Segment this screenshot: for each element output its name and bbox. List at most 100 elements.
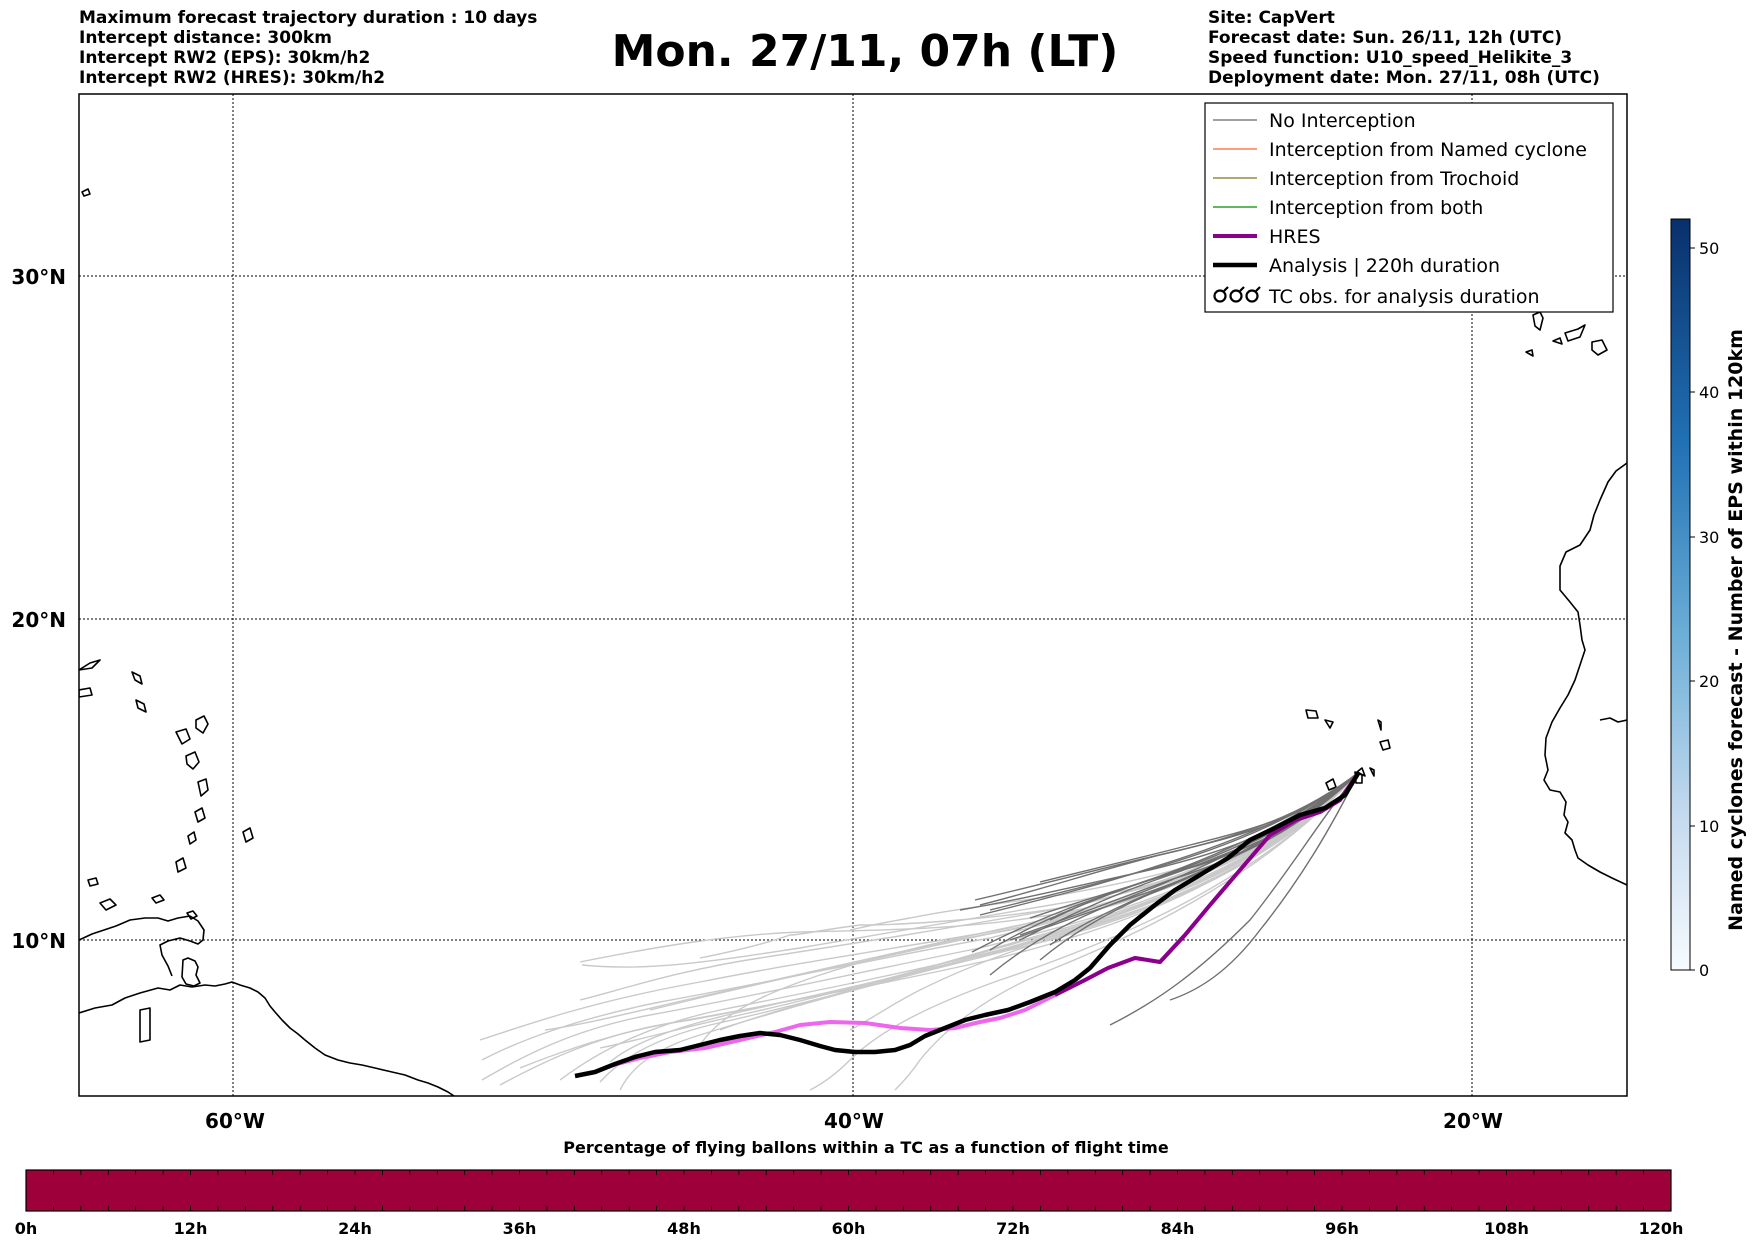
island-caribbean-2 (185, 751, 200, 770)
island-barbados (186, 910, 198, 920)
island-caribbean-3 (197, 778, 209, 797)
bar-tick-36h: 36h (503, 1219, 537, 1238)
legend-label-hres: HRES (1269, 226, 1321, 248)
island-tobago (151, 894, 165, 904)
flight-time-bar: Percentage of flying ballons within a TC… (15, 1138, 1684, 1238)
speed-function: Speed function: U10_speed_Helikite_3 (1208, 48, 1573, 68)
island-caribbean-6 (187, 831, 197, 845)
island-cape-verde-3 (1377, 719, 1382, 731)
coast-trinidad (181, 957, 201, 987)
site-info: Site: CapVert Forecast date: Sun. 26/11,… (1208, 8, 1600, 88)
colorbar-label: Named cyclones forecast - Number of EPS … (1725, 329, 1747, 931)
param-intercept-distance: Intercept distance: 300km (79, 28, 332, 48)
lon-label-40w: 40°W (824, 1109, 884, 1133)
flight-time-bar-ticks (53, 1170, 1644, 1211)
island-canaries-5 (1591, 339, 1608, 356)
bar-tick-84h: 84h (1161, 1219, 1195, 1238)
traj-light-22 (719, 771, 1360, 1031)
island-grenada (99, 898, 117, 911)
lat-label-10n: 10°N (11, 929, 66, 953)
traj-dark-15 (1169, 771, 1360, 1001)
param-rw2-eps: Intercept RW2 (EPS): 30km/h2 (79, 48, 371, 68)
analysis-trajectory (574, 770, 1361, 1079)
lon-label-60w: 60°W (205, 1109, 265, 1133)
colorbar-tick-30: 30 (1699, 528, 1719, 547)
param-rw2-hres: Intercept RW2 (HRES): 30km/h2 (79, 68, 386, 88)
bar-tick-60h: 60h (832, 1219, 866, 1238)
traj-light-18 (894, 771, 1360, 1091)
traj-light-20 (649, 771, 1360, 1011)
island-cape-verde-1 (1305, 709, 1319, 719)
colorbar-tick-20: 20 (1699, 672, 1719, 691)
island-canaries-3 (1525, 349, 1534, 357)
island-caribbean-1 (195, 715, 209, 734)
island-caribbean-8 (242, 827, 254, 843)
param-max-duration: Maximum forecast trajectory duration : 1… (79, 8, 538, 28)
legend-label-tc-obs: TC obs. for analysis duration (1268, 286, 1540, 308)
legend-box (1204, 102, 1614, 313)
forecast-date: Forecast date: Sun. 26/11, 12h (UTC) (1208, 28, 1563, 48)
forecast-parameters: Maximum forecast trajectory duration : 1… (79, 8, 537, 88)
colorbar-ticks (1690, 247, 1695, 971)
legend-label-no-interception: No Interception (1269, 110, 1416, 132)
bar-tick-12h: 12h (174, 1219, 208, 1238)
island-caribbean-7 (175, 857, 187, 873)
colorbar-gradient (1670, 218, 1691, 971)
traj-light-16 (849, 771, 1360, 1031)
legend-label-both: Interception from both (1269, 197, 1483, 219)
colorbar-tick-10: 10 (1699, 817, 1719, 836)
legend-label-analysis: Analysis | 220h duration (1269, 255, 1500, 277)
island-cape-verde-6 (1325, 778, 1337, 791)
bar-tick-120h: 120h (1639, 1219, 1684, 1238)
island-cape-verde-8 (1369, 767, 1375, 777)
lat-label-30n: 30°N (11, 265, 66, 289)
traj-light-3 (481, 771, 1360, 1081)
colorbar-tick-40: 40 (1699, 383, 1719, 402)
island-caribbean-9 (79, 659, 101, 671)
coastlines (79, 188, 1627, 1096)
island-canaries-2 (1552, 337, 1563, 345)
bar-tick-108h: 108h (1484, 1219, 1529, 1238)
traj-light-17 (809, 771, 1360, 1091)
traj-dark-12 (974, 771, 1360, 901)
bar-tick-0h: 0h (15, 1219, 38, 1238)
site-name: Site: CapVert (1208, 8, 1335, 28)
island-caribbean-13 (87, 877, 99, 887)
legend-label-trochoid: Interception from Trochoid (1269, 168, 1519, 190)
island-caribbean-14 (139, 1007, 151, 1043)
island-caribbean-11 (135, 699, 147, 713)
island-cape-verde-4 (1379, 739, 1391, 751)
island-caribbean-5 (194, 807, 206, 823)
island-caribbean-4 (175, 728, 191, 745)
lon-label-20w: 20°W (1443, 1109, 1503, 1133)
traj-dark-14 (1109, 771, 1360, 1026)
title-text: Mon. 27/11, 07h (LT) (611, 26, 1119, 77)
flight-time-bar-title: Percentage of flying ballons within a TC… (563, 1138, 1169, 1157)
coast-south-america (79, 981, 455, 1096)
legend: No Interception Interception from Named … (1204, 102, 1614, 313)
island-cape-verde-2 (1324, 719, 1334, 729)
traj-light-10 (559, 771, 1360, 1081)
legend-label-named-cyclone: Interception from Named cyclone (1269, 139, 1587, 161)
lat-label-20n: 20°N (11, 608, 66, 632)
bar-tick-72h: 72h (996, 1219, 1030, 1238)
colorbar: 0 10 20 30 40 50 Named cyclones forecast… (1670, 218, 1747, 980)
flight-time-bar-labels: 0h 12h 24h 36h 48h 60h 72h 84h 96h 108h … (15, 1219, 1684, 1238)
island-caribbean-12 (79, 687, 93, 698)
colorbar-tick-0: 0 (1699, 961, 1709, 980)
page-title: Mon. 27/11, 07h (LT) (0, 24, 1752, 80)
bar-tick-96h: 96h (1325, 1219, 1359, 1238)
deployment-date: Deployment date: Mon. 27/11, 08h (UTC) (1208, 68, 1600, 88)
tc-symbol-icon (1213, 286, 1261, 303)
island-caribbean-10 (131, 671, 143, 685)
traj-light-21 (609, 771, 1360, 1063)
hres-trajectory-early (1054, 770, 1361, 997)
island-bermuda (81, 188, 91, 197)
island-canaries-4 (1564, 324, 1586, 342)
flight-time-bar-fill (25, 1169, 1672, 1212)
bar-tick-24h: 24h (338, 1219, 372, 1238)
colorbar-tick-50: 50 (1699, 239, 1719, 258)
bar-tick-48h: 48h (667, 1219, 701, 1238)
traj-light-15 (579, 771, 1360, 963)
